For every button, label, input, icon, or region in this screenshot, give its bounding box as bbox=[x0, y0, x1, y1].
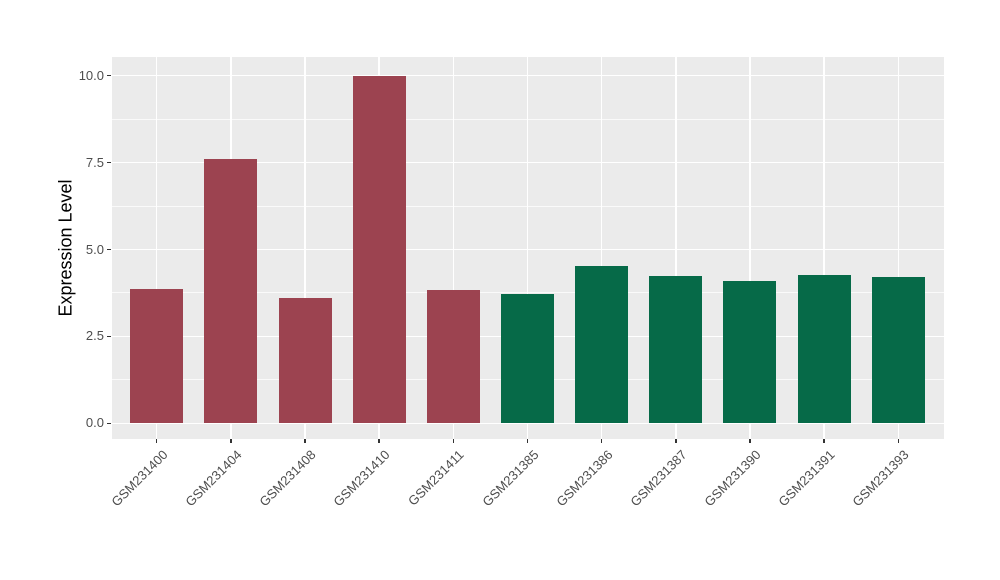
x-tick-mark bbox=[897, 439, 900, 443]
bar-GSM231391 bbox=[797, 275, 851, 424]
plot-panel bbox=[112, 57, 944, 439]
bar-GSM231411 bbox=[426, 289, 480, 424]
bar-GSM231400 bbox=[130, 288, 184, 424]
gridline-vertical bbox=[155, 57, 158, 439]
x-tick-mark bbox=[600, 439, 603, 443]
y-tick-label: 7.5 bbox=[85, 154, 104, 170]
bar-GSM231393 bbox=[871, 277, 925, 424]
y-tick-mark bbox=[107, 248, 111, 251]
y-tick-label: 2.5 bbox=[85, 328, 104, 344]
y-tick-mark bbox=[107, 422, 111, 425]
x-tick-mark bbox=[230, 439, 232, 443]
x-tick-mark bbox=[452, 439, 455, 443]
bar-GSM231386 bbox=[575, 266, 629, 424]
gridline-vertical bbox=[823, 57, 825, 439]
x-tick-mark bbox=[749, 439, 751, 443]
bar-GSM231408 bbox=[278, 298, 332, 424]
bar-GSM231387 bbox=[649, 276, 703, 424]
y-tick-mark bbox=[107, 74, 111, 77]
gridline-vertical bbox=[304, 57, 306, 439]
x-tick-mark bbox=[155, 439, 158, 443]
y-tick-mark bbox=[107, 161, 111, 164]
bar-GSM231385 bbox=[501, 294, 554, 424]
x-tick-mark bbox=[304, 439, 306, 443]
gridline-vertical bbox=[749, 57, 751, 439]
bar-GSM231410 bbox=[352, 75, 406, 424]
gridline-vertical bbox=[452, 57, 455, 439]
x-tick-mark bbox=[823, 439, 825, 443]
bar-GSM231404 bbox=[204, 159, 258, 424]
y-tick-label: 0.0 bbox=[85, 415, 104, 431]
bar-GSM231390 bbox=[723, 280, 777, 424]
gridline-vertical bbox=[675, 57, 677, 439]
x-tick-mark bbox=[526, 439, 529, 443]
x-tick-mark bbox=[378, 439, 380, 443]
gridline-vertical bbox=[526, 57, 529, 439]
y-tick-mark bbox=[107, 335, 111, 338]
y-tick-label: 10.0 bbox=[78, 67, 104, 83]
x-tick-mark bbox=[675, 439, 677, 443]
gridline-vertical bbox=[600, 57, 603, 439]
y-tick-label: 5.0 bbox=[85, 241, 104, 257]
gridline-vertical bbox=[897, 57, 900, 439]
